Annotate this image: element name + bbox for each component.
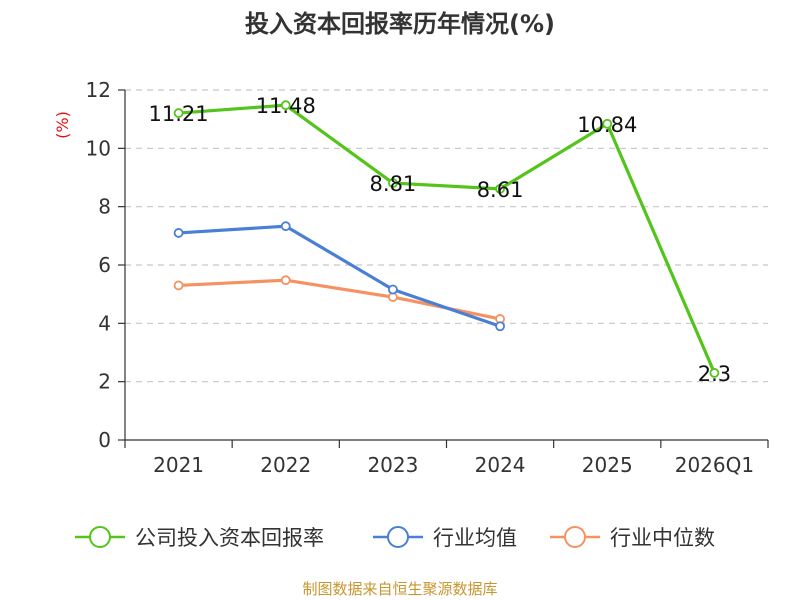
x-axis: 2021 2022 2023 2024 2025 2026Q1 [124, 439, 769, 477]
data-point[interactable] [602, 118, 613, 129]
data-point[interactable] [173, 228, 184, 238]
data-point[interactable] [495, 183, 505, 194]
legend-label[interactable]: 公司投入资本回报率 [135, 526, 324, 550]
legend[interactable]: 公司投入资本回报率 行业均值 行业中位数 [75, 526, 715, 550]
legend-label[interactable]: 行业均值 [433, 526, 517, 550]
y-tick-label: 4 [98, 311, 111, 335]
x-tick-label: 2025 [582, 453, 633, 477]
series-line [178, 103, 716, 374]
y-tick-label: 2 [98, 370, 111, 394]
y-tick-label: 10 [86, 136, 111, 160]
source-note: 制图数据来自恒生聚源数据库 [302, 580, 497, 598]
gridlines [125, 89, 768, 383]
data-point[interactable] [280, 275, 291, 286]
data-point[interactable] [388, 284, 398, 295]
data-label: 11.21 [149, 102, 209, 126]
data-point[interactable] [388, 178, 398, 188]
x-tick-label: 2024 [475, 453, 526, 477]
y-tick-label: 8 [98, 195, 111, 219]
data-label: 8.61 [477, 178, 524, 202]
data-point[interactable] [280, 221, 291, 232]
data-point[interactable] [709, 368, 720, 378]
x-tick-label: 2023 [367, 453, 418, 477]
series-points [173, 100, 720, 378]
chart-title: 投入资本回报率历年情况(%) [245, 10, 555, 38]
y-axis: 0 2 4 6 8 10 12 [86, 78, 126, 452]
data-labels: 11.21 11.48 8.81 8.61 10.84 2.3 [149, 94, 732, 386]
y-axis-unit: (%) [53, 111, 72, 139]
data-point[interactable] [280, 100, 291, 111]
data-label: 2.3 [698, 362, 731, 386]
y-tick-label: 12 [86, 78, 111, 102]
data-label: 11.48 [256, 94, 316, 118]
series-line [178, 278, 501, 321]
series-line [178, 224, 501, 328]
legend-marker [89, 526, 111, 548]
x-tick-label: 2026Q1 [675, 453, 754, 477]
data-label: 8.81 [370, 172, 417, 196]
series-lines [178, 103, 716, 374]
y-tick-label: 6 [98, 253, 111, 277]
legend-marker [564, 526, 586, 548]
legend-marker [387, 526, 409, 548]
data-point[interactable] [173, 280, 184, 291]
x-tick-label: 2021 [153, 453, 204, 477]
data-point[interactable] [495, 321, 505, 332]
x-tick-label: 2022 [260, 453, 311, 477]
legend-label[interactable]: 行业中位数 [610, 526, 715, 550]
data-label: 10.84 [577, 113, 637, 137]
data-point[interactable] [173, 108, 184, 118]
y-tick-label: 0 [98, 428, 111, 452]
